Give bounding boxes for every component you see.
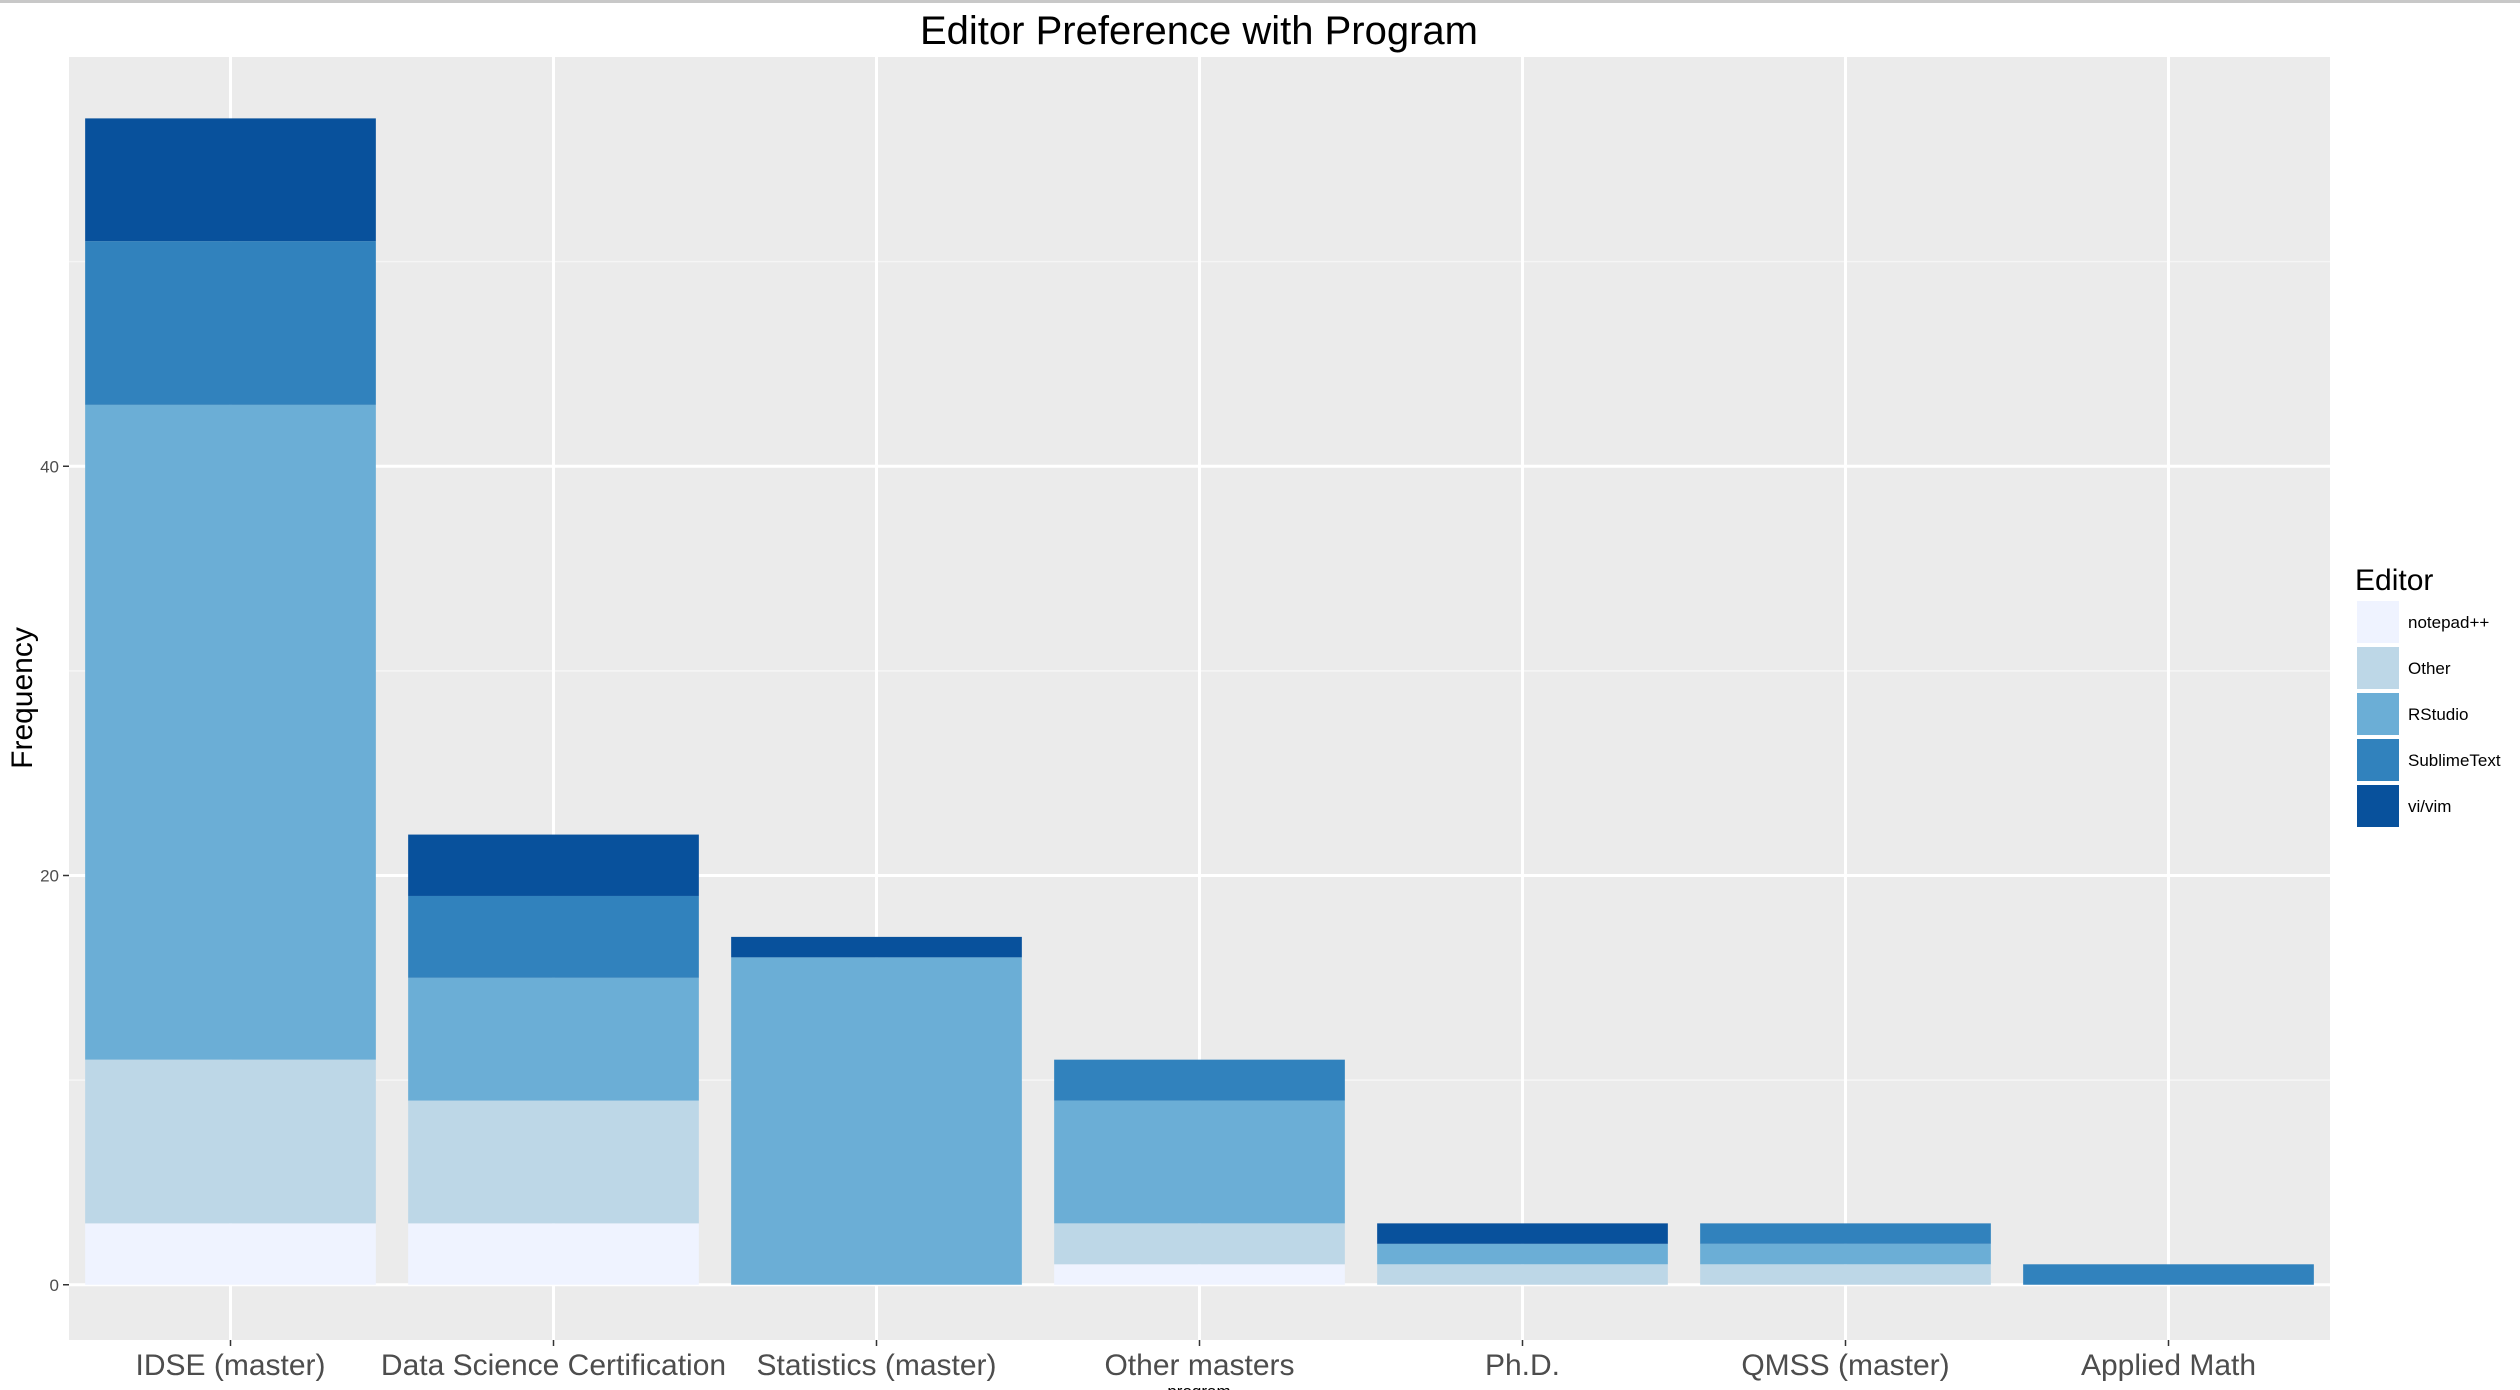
bar-segment xyxy=(1700,1243,1991,1265)
x-axis: IDSE (master) Data Science Certification S… xyxy=(135,1340,2256,1382)
legend-title: Editor xyxy=(2355,564,2433,597)
legend-swatch xyxy=(2357,601,2399,643)
bar-segment xyxy=(85,1223,376,1285)
x-tick-label: QMSS (master) xyxy=(1741,1349,1949,1382)
legend-label: Other xyxy=(2408,659,2451,678)
bar-segment xyxy=(1377,1243,1668,1265)
chart-title: Editor Preference with Program xyxy=(920,9,1478,53)
bar-segment xyxy=(408,1223,699,1285)
bar-segment xyxy=(1377,1223,1668,1244)
bar-segment xyxy=(1054,1100,1345,1224)
legend: Editor notepad++ Other RStudio SublimeText v… xyxy=(2355,564,2501,829)
bars xyxy=(85,118,2314,1285)
top-border xyxy=(0,0,2520,3)
legend-items: notepad++ Other RStudio SublimeText vi/vim xyxy=(2355,599,2501,829)
legend-swatch xyxy=(2357,785,2399,827)
x-axis-title: program xyxy=(1167,1382,1230,1390)
bar-segment xyxy=(85,404,376,1060)
bar-segment xyxy=(1054,1223,1345,1265)
x-tick-label: Statistics (master) xyxy=(756,1349,996,1382)
x-tick-label: Data Science Certification xyxy=(381,1349,726,1382)
x-tick-label: Ph.D. xyxy=(1485,1349,1560,1382)
bar-segment xyxy=(408,1100,699,1224)
bar-segment xyxy=(1700,1223,1991,1244)
legend-swatch xyxy=(2357,739,2399,781)
bar-segment xyxy=(85,118,376,242)
bar-segment xyxy=(2023,1264,2314,1285)
y-tick-label: 20 xyxy=(40,867,59,886)
bar-segment xyxy=(408,977,699,1101)
legend-label: SublimeText xyxy=(2408,751,2501,770)
legend-label: vi/vim xyxy=(2408,797,2451,816)
bar-segment xyxy=(408,834,699,896)
bar-segment xyxy=(731,957,1022,1285)
x-tick-label: Other masters xyxy=(1104,1349,1294,1382)
y-tick-label: 40 xyxy=(40,457,59,476)
y-axis-title: Frequency xyxy=(6,627,39,769)
bar-segment xyxy=(85,1059,376,1224)
y-axis: 0 20 40 xyxy=(40,457,69,1295)
x-tick-label: Applied Math xyxy=(2081,1349,2256,1382)
bar-segment xyxy=(731,936,1022,958)
legend-swatch xyxy=(2357,647,2399,689)
legend-label: notepad++ xyxy=(2408,613,2489,632)
legend-label: RStudio xyxy=(2408,705,2468,724)
bar-segment xyxy=(1054,1059,1345,1101)
y-tick-label: 0 xyxy=(50,1276,59,1295)
x-tick-label: IDSE (master) xyxy=(135,1349,325,1382)
bar-segment xyxy=(408,895,699,978)
bar-segment xyxy=(1054,1264,1345,1285)
bar-segment xyxy=(1377,1264,1668,1285)
legend-swatch xyxy=(2357,693,2399,735)
bar-segment xyxy=(85,241,376,405)
bar-segment xyxy=(1700,1264,1991,1285)
